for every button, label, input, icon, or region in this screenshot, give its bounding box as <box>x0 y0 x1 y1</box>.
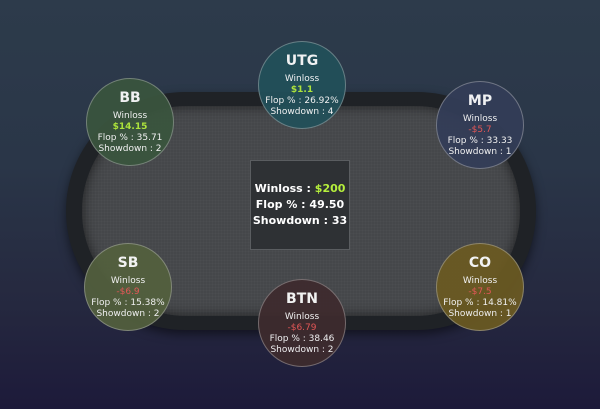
seat-winloss-value: -$6.79 <box>287 323 317 333</box>
seat-flop: Flop % : 33.33 <box>447 136 513 146</box>
winloss-label: Winloss : <box>254 182 311 195</box>
seat-position: UTG <box>285 53 319 69</box>
summary-showdown: Showdown : 33 <box>253 213 347 229</box>
showdown-value: 33 <box>331 214 348 227</box>
seat-position: BTN <box>286 291 318 307</box>
seat-position: SB <box>117 255 139 271</box>
flop-value: 49.50 <box>309 198 345 211</box>
seat-flop: Flop % : 35.71 <box>97 133 163 143</box>
seat-winloss-label: Winloss <box>462 114 498 124</box>
seat-winloss-value: $14.15 <box>112 122 148 132</box>
seat-flop: Flop % : 38.46 <box>269 334 335 344</box>
seat-btn[interactable]: BTN Winloss -$6.79 Flop % : 38.46 Showdo… <box>258 279 346 367</box>
seat-utg[interactable]: UTG Winloss $1.1 Flop % : 26.92% Showdow… <box>258 41 346 129</box>
seat-flop: Flop % : 26.92% <box>265 96 339 106</box>
seat-showdown: Showdown : 1 <box>448 147 512 157</box>
seat-showdown: Showdown : 2 <box>270 345 334 355</box>
seat-winloss-value: $1.1 <box>290 85 314 95</box>
seat-mp[interactable]: MP Winloss -$5.7 Flop % : 33.33 Showdown… <box>436 81 524 169</box>
winloss-value: $200 <box>314 182 346 195</box>
summary-panel: Winloss : $200 Flop % : 49.50 Showdown :… <box>250 160 350 250</box>
seat-co[interactable]: CO Winloss -$7.5 Flop % : 14.81% Showdow… <box>436 243 524 331</box>
seat-winloss-label: Winloss <box>462 276 498 286</box>
seat-showdown: Showdown : 2 <box>96 309 160 319</box>
seat-sb[interactable]: SB Winloss -$6.9 Flop % : 15.38% Showdow… <box>84 243 172 331</box>
seat-winloss-label: Winloss <box>284 312 320 322</box>
seat-flop: Flop % : 15.38% <box>91 298 165 308</box>
seat-bb[interactable]: BB Winloss $14.15 Flop % : 35.71 Showdow… <box>86 78 174 166</box>
seat-position: CO <box>468 255 492 271</box>
seat-position: MP <box>467 93 493 109</box>
seat-showdown: Showdown : 4 <box>270 107 334 117</box>
seat-flop: Flop % : 14.81% <box>443 298 517 308</box>
flop-label: Flop % : <box>255 198 306 211</box>
showdown-label: Showdown : <box>252 214 328 227</box>
seat-winloss-label: Winloss <box>112 111 148 121</box>
seat-winloss-value: -$5.7 <box>468 125 492 135</box>
summary-winloss: Winloss : $200 <box>255 181 346 197</box>
seat-showdown: Showdown : 1 <box>448 309 512 319</box>
seat-position: BB <box>119 90 141 106</box>
summary-flop: Flop % : 49.50 <box>256 197 344 213</box>
seat-winloss-value: -$7.5 <box>468 287 492 297</box>
seat-showdown: Showdown : 2 <box>98 144 162 154</box>
seat-winloss-label: Winloss <box>284 74 320 84</box>
seat-winloss-label: Winloss <box>110 276 146 286</box>
seat-winloss-value: -$6.9 <box>116 287 140 297</box>
